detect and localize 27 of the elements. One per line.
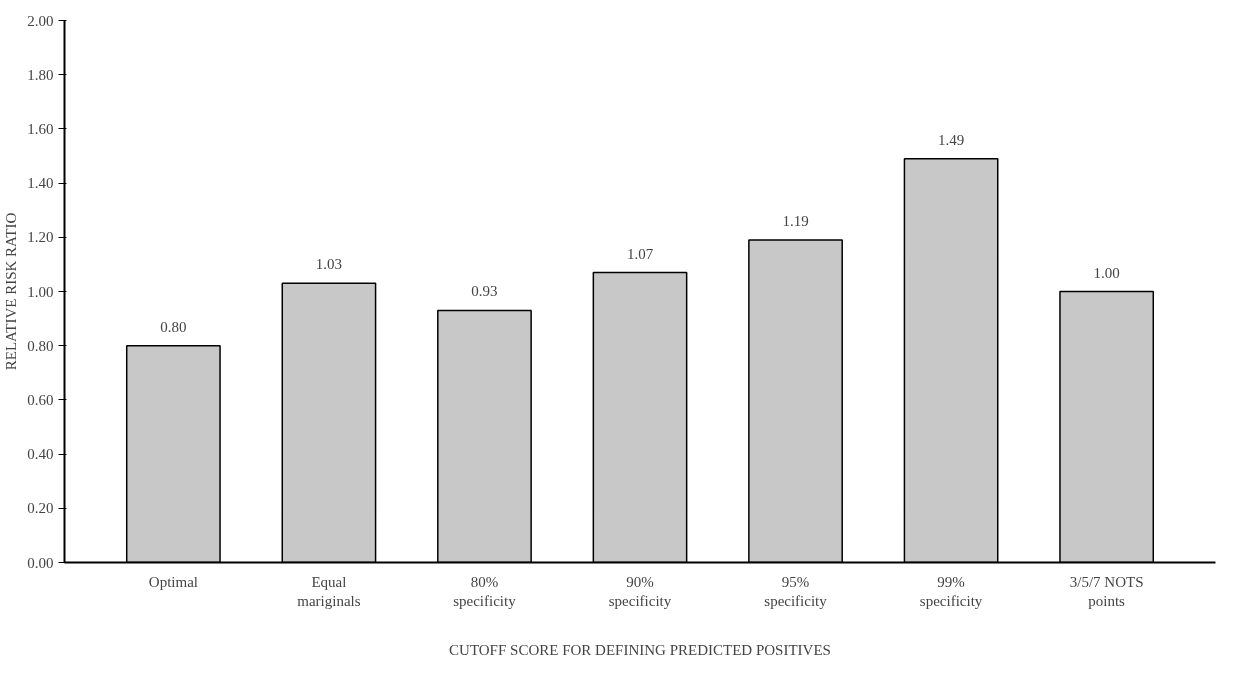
y-tick-label: 1.60	[27, 120, 54, 137]
y-tick-label: 0.00	[27, 554, 54, 571]
x-tick-label: Optimal	[148, 573, 198, 590]
x-tick-label: 99% specificity	[919, 573, 983, 609]
y-tick-label: 1.00	[27, 283, 54, 300]
data-label: 1.00	[1093, 264, 1120, 281]
data-label: 1.19	[782, 213, 809, 230]
x-tick-label: 95% specificity	[764, 573, 828, 609]
x-tick-label: 80% specificity	[453, 573, 517, 609]
y-tick-label: 1.20	[27, 229, 54, 246]
y-tick-label: 0.40	[27, 446, 54, 463]
y-tick-label: 0.60	[27, 391, 54, 408]
x-tick-label: 3/5/7 NOTS points	[1069, 573, 1144, 609]
data-label: 0.93	[471, 283, 498, 300]
data-label: 1.07	[626, 245, 654, 262]
y-tick-label: 1.80	[27, 66, 54, 83]
data-label: 1.03	[315, 256, 343, 273]
y-axis-title: RELATIVE RISK RATIO	[3, 212, 20, 371]
y-tick-label: 2.00	[27, 12, 54, 29]
x-tick-label: 90% specificity	[608, 573, 672, 609]
x-tick-label: Equal mariginals	[297, 573, 361, 609]
data-label: 0.80	[160, 318, 187, 335]
data-label: 1.49	[937, 131, 965, 148]
y-tick-label: 0.80	[27, 337, 54, 354]
x-axis-title: CUTOFF SCORE FOR DEFINING PREDICTED POSITIVES	[449, 641, 831, 658]
y-tick-label: 1.40	[27, 175, 54, 192]
y-tick-label: 0.20	[27, 500, 54, 517]
